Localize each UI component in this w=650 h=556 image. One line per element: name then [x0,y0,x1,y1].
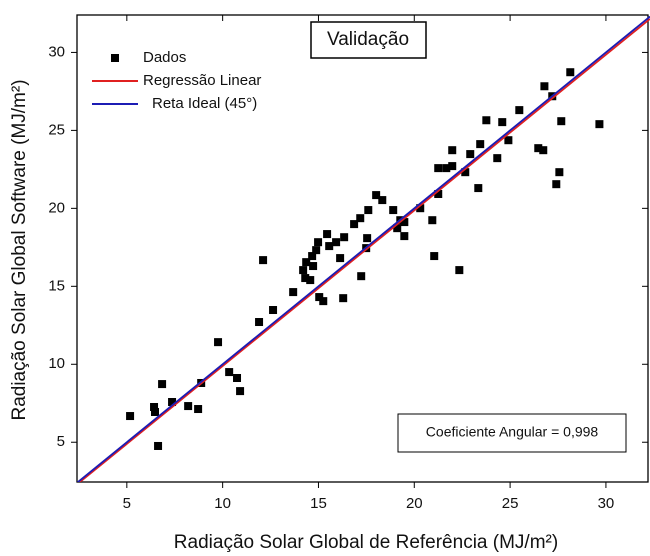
point [350,220,359,229]
point [315,293,324,302]
legend-label: Dados [143,49,186,66]
chart-title: Validação [327,29,409,50]
point [430,252,439,261]
y-tick-label: 15 [48,277,65,294]
line [78,18,650,482]
point [126,412,135,421]
x-tick-label: 30 [598,495,615,512]
point [323,230,332,239]
point [299,266,308,275]
plot-frame [76,14,649,483]
point [474,184,483,193]
point [356,214,365,223]
point [225,368,234,377]
point [306,276,315,285]
y-tick-label: 20 [48,199,65,216]
point [154,441,163,450]
point [416,204,425,213]
point [357,272,366,281]
point [336,254,345,263]
point [552,180,561,189]
point [301,274,310,283]
point [400,218,409,227]
point [312,246,321,255]
point [150,407,159,416]
point [314,238,323,247]
point [308,252,317,261]
point [332,238,341,247]
point [455,266,464,275]
point [302,258,311,267]
plot-area [77,15,650,482]
y-tick-label: 5 [57,433,65,450]
point [309,262,318,271]
point [378,196,387,205]
point [168,398,177,407]
point [233,373,242,382]
point [566,68,575,77]
x-tick-label: 25 [502,495,519,512]
point [504,136,513,145]
y-tick-label: 10 [48,355,65,372]
point [557,117,566,126]
point [372,191,381,200]
annotation-box [397,413,627,453]
point [428,216,437,225]
point [259,256,268,265]
point [194,405,203,414]
point [364,206,373,215]
point [540,82,549,91]
point [461,168,470,177]
y-tick-label: 25 [48,121,65,138]
point [269,306,278,315]
point [539,146,548,155]
point [493,154,502,163]
point [434,190,443,199]
title-box [310,21,427,59]
point [389,206,398,215]
point [434,164,443,173]
point [363,234,372,243]
x-tick-label: 10 [214,495,231,512]
point [236,387,245,396]
point [442,164,451,173]
legend-label: Reta Ideal (45°) [152,95,257,112]
point [325,242,334,251]
point [319,297,328,306]
point [498,118,507,127]
point [150,402,159,411]
legend-label: Regressão Linear [143,72,261,89]
point [393,224,402,233]
x-tick-label: 20 [406,495,423,512]
point [448,162,457,171]
line [77,15,650,482]
point [158,380,167,389]
y-tick-label: 30 [48,43,65,60]
x-axis-label: Radiação Solar Global de Referência (MJ/… [174,532,558,553]
point [555,168,564,177]
point [448,146,457,155]
x-tick-label: 5 [123,495,131,512]
legend-swatch [111,54,119,62]
point [255,318,264,327]
point [476,140,485,149]
point [595,120,604,129]
point [184,402,193,411]
annotation: Coeficiente Angular = 0,998 [426,424,599,440]
point [339,294,348,303]
point [289,288,298,297]
y-axis-label: Radiação Solar Global Software (MJ/m²) [9,79,30,420]
point [534,144,543,153]
point [515,106,524,115]
point [482,116,491,125]
point [214,338,223,347]
point [400,232,409,241]
point [466,150,475,159]
x-tick-label: 15 [310,495,327,512]
point [340,233,349,242]
